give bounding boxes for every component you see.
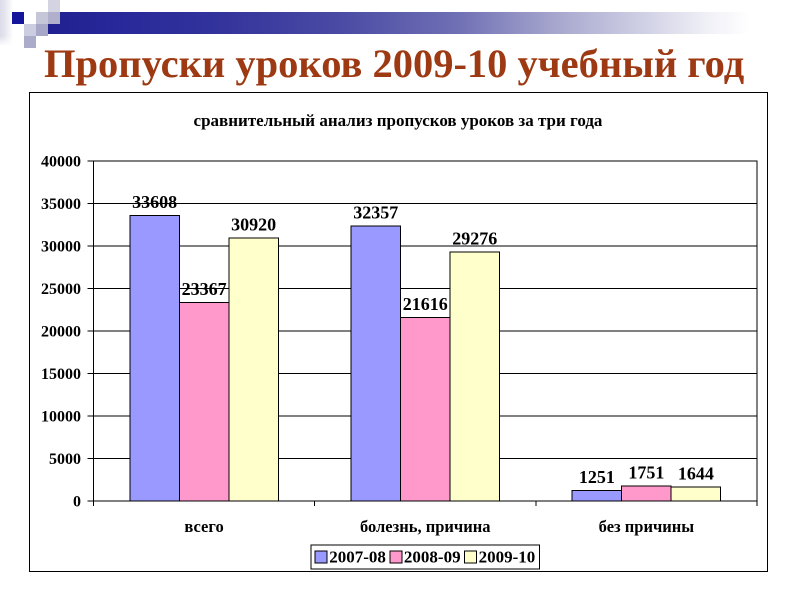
bar-value-label: 23367 bbox=[182, 279, 227, 299]
mosaic-square-navy bbox=[12, 12, 24, 24]
mosaic-square-top bbox=[48, 0, 60, 12]
bar-2007-08-всего bbox=[129, 214, 180, 502]
mosaic-square-light-b bbox=[24, 24, 36, 36]
y-axis-label: 30000 bbox=[41, 239, 81, 256]
y-axis-label: 35000 bbox=[41, 196, 81, 213]
bar-2008-09-болезнь, причина bbox=[400, 316, 451, 502]
bar-value-label: 33608 bbox=[132, 192, 177, 212]
chart-frame: сравнительный анализ пропусков уроков за… bbox=[29, 92, 768, 572]
legend-label: 2007-08 bbox=[329, 548, 386, 567]
mosaic-square-medium-c bbox=[24, 36, 36, 48]
bar-2009-10-без причины bbox=[670, 486, 722, 502]
bar-value-label: 29276 bbox=[452, 229, 497, 249]
y-axis-label: 0 bbox=[73, 494, 81, 511]
y-axis-label: 15000 bbox=[41, 366, 81, 383]
bar-2009-10-болезнь, причина bbox=[449, 251, 500, 502]
mosaic-square-medium-b bbox=[36, 24, 48, 36]
y-axis-label: 10000 bbox=[41, 409, 81, 426]
corner-gradient-strip bbox=[0, 0, 13, 46]
category-label: болезнь, причина bbox=[360, 517, 491, 536]
bar-value-label: 30920 bbox=[231, 215, 276, 235]
legend-label: 2009-10 bbox=[479, 548, 536, 567]
mosaic-square-light-a bbox=[36, 12, 48, 24]
bar-2009-10-всего bbox=[228, 237, 279, 502]
y-axis-label: 20000 bbox=[41, 324, 81, 341]
category-label: без причины bbox=[599, 517, 695, 536]
bar-2007-08-болезнь, причина bbox=[350, 225, 401, 502]
bar-value-label: 1751 bbox=[628, 463, 664, 483]
legend-label: 2008-09 bbox=[404, 548, 461, 567]
legend-box bbox=[310, 544, 540, 570]
bar-value-label: 1644 bbox=[678, 464, 714, 484]
bar-2008-09-всего bbox=[178, 301, 230, 502]
category-label: всего bbox=[184, 517, 223, 536]
slide-title: Пропуски уроков 2009-10 учебный год bbox=[44, 41, 745, 86]
y-axis-label: 40000 bbox=[41, 154, 81, 171]
bar-value-label: 32357 bbox=[353, 202, 398, 222]
header-bar bbox=[48, 12, 757, 34]
bar-chart: сравнительный анализ пропусков уроков за… bbox=[41, 111, 758, 570]
mosaic-square-medium-a bbox=[48, 12, 60, 24]
legend-swatch-2009-10 bbox=[464, 550, 478, 564]
bar-value-label: 1251 bbox=[579, 467, 615, 487]
bar-2008-09-без причины bbox=[621, 485, 672, 502]
y-axis-label: 5000 bbox=[49, 451, 81, 468]
bar-2007-08-без причины bbox=[571, 489, 623, 502]
legend-swatch-2008-09 bbox=[389, 550, 403, 564]
bar-value-label: 21616 bbox=[403, 294, 448, 314]
legend-swatch-2007-08 bbox=[314, 550, 328, 564]
chart-title: сравнительный анализ пропусков уроков за… bbox=[194, 111, 603, 130]
y-axis-label: 25000 bbox=[41, 281, 81, 298]
